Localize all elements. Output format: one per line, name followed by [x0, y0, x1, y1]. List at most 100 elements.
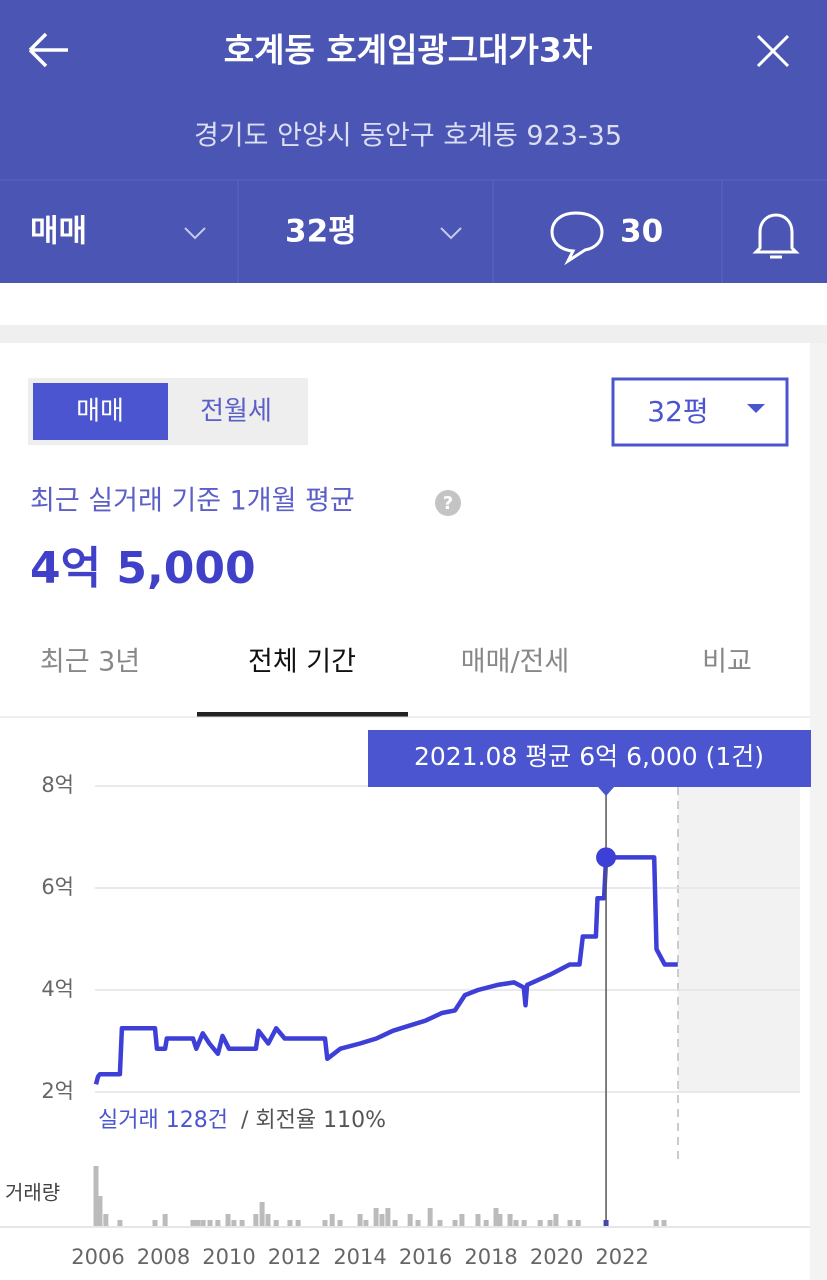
- turnover: / 회전율 110%: [241, 1108, 386, 1133]
- volume-bar: [97, 1196, 103, 1226]
- volume-bar: [567, 1220, 573, 1226]
- back-button[interactable]: [28, 32, 68, 68]
- volume-bar: [537, 1220, 543, 1226]
- volume-bar: [521, 1220, 527, 1226]
- tooltip-arrow: [598, 787, 615, 796]
- volume-bar: [322, 1220, 328, 1226]
- y-tick-label: 8억: [41, 773, 74, 797]
- y-tick-label: 4억: [41, 977, 74, 1001]
- volume-bar: [575, 1220, 581, 1226]
- volume-label: 거래량: [5, 1181, 60, 1205]
- volume-bar: [231, 1220, 237, 1226]
- volume-bar: [363, 1220, 369, 1226]
- volume-bar: [507, 1214, 513, 1226]
- volume-bar: [357, 1214, 363, 1226]
- x-tick-label: 2008: [137, 1245, 190, 1269]
- x-tick-label: 2022: [595, 1245, 648, 1269]
- trade-type-select[interactable]: 매매: [30, 214, 206, 250]
- volume-bar: [427, 1208, 433, 1226]
- help-icon[interactable]: [435, 490, 461, 516]
- trade-type: 매매: [30, 214, 87, 250]
- volume-bar: [459, 1214, 465, 1226]
- volume-bar: [475, 1214, 481, 1226]
- scrollbar: [810, 343, 827, 1280]
- select-value: 32평: [647, 395, 708, 428]
- volume-bar: [287, 1220, 293, 1226]
- help-mark: ?: [443, 493, 453, 514]
- volume-bar: [207, 1220, 213, 1226]
- volume-bar: [103, 1214, 109, 1226]
- toggle-option[interactable]: 매매: [76, 397, 124, 427]
- deal-count: 실거래 128건: [98, 1108, 228, 1133]
- volume-bar: [497, 1214, 503, 1226]
- volume-bar: [200, 1220, 206, 1226]
- volume-bar: [415, 1220, 421, 1226]
- volume-bar: [379, 1214, 385, 1226]
- tab[interactable]: 비교: [702, 647, 752, 678]
- chevron: [440, 227, 462, 240]
- x-tick-label: 2006: [71, 1245, 124, 1269]
- volume-bar: [195, 1220, 201, 1226]
- volume-bar: [553, 1214, 559, 1226]
- volume-bar: [407, 1214, 413, 1226]
- header-bg: [0, 0, 827, 283]
- volume-bar: [547, 1220, 553, 1226]
- tab[interactable]: 최근 3년: [40, 647, 140, 678]
- highlight-point: [596, 847, 617, 868]
- comment-count: 30: [620, 214, 663, 250]
- x-tick-label: 2020: [530, 1245, 583, 1269]
- alarm-button[interactable]: [752, 213, 800, 259]
- x-tick-label: 2010: [202, 1245, 255, 1269]
- volume-bar: [215, 1220, 221, 1226]
- volume-bar: [653, 1220, 659, 1226]
- close-button[interactable]: [756, 34, 790, 68]
- volume-bar: [93, 1166, 99, 1226]
- volume-bar: [117, 1220, 123, 1226]
- x-tick-label: 2012: [268, 1245, 321, 1269]
- tab-underline: [197, 712, 408, 717]
- comments-button[interactable]: 30: [550, 211, 663, 266]
- volume-bar: [239, 1220, 245, 1226]
- size-select[interactable]: 32평: [611, 377, 789, 447]
- tooltip-bg: [368, 730, 811, 787]
- separator: [0, 325, 827, 343]
- volume-bar: [513, 1220, 519, 1226]
- volume-bar: [273, 1220, 279, 1226]
- toggle-option[interactable]: 전월세: [200, 397, 272, 427]
- tab[interactable]: 전체 기간: [248, 647, 356, 678]
- volume-bar: [190, 1220, 196, 1226]
- comment-icon: [550, 211, 604, 266]
- tab[interactable]: 매매/전세: [461, 647, 569, 678]
- volume-bar: [253, 1214, 259, 1226]
- caret: [747, 404, 765, 413]
- volume-bar: [265, 1214, 271, 1226]
- select-box: [611, 377, 789, 447]
- volume-bar: [493, 1208, 499, 1226]
- volume-bar: [385, 1208, 391, 1226]
- volume-bar: [329, 1214, 335, 1226]
- volume-bar: [452, 1220, 458, 1226]
- size: 32평: [285, 214, 357, 250]
- price-line: [93, 855, 678, 1085]
- toggle-selected: [33, 383, 168, 440]
- tabs: 최근 3년 전체 기간 매매/전세 비교: [40, 647, 752, 717]
- future-area: [678, 787, 800, 1092]
- volume-bar: [483, 1220, 489, 1226]
- volume-bar: [259, 1202, 265, 1226]
- y-tick-label: 2억: [41, 1079, 74, 1103]
- x-tick-label: 2016: [399, 1245, 452, 1269]
- volume-bar: [437, 1220, 443, 1226]
- x-tick-label: 2014: [333, 1245, 386, 1269]
- volume-bar: [337, 1220, 343, 1226]
- summary-price: 4억 5,000: [30, 543, 256, 594]
- volume-bar: [152, 1220, 158, 1226]
- volume-bar: [295, 1220, 301, 1226]
- volume-bar: [162, 1214, 168, 1226]
- volume-bar: [373, 1208, 379, 1226]
- x-tick-label: 2018: [464, 1245, 517, 1269]
- title: 호계동 호계임광그대가3차: [224, 31, 593, 70]
- chevron: [184, 227, 206, 240]
- size-select-header[interactable]: 32평: [285, 214, 462, 250]
- volume-bar: [661, 1220, 667, 1226]
